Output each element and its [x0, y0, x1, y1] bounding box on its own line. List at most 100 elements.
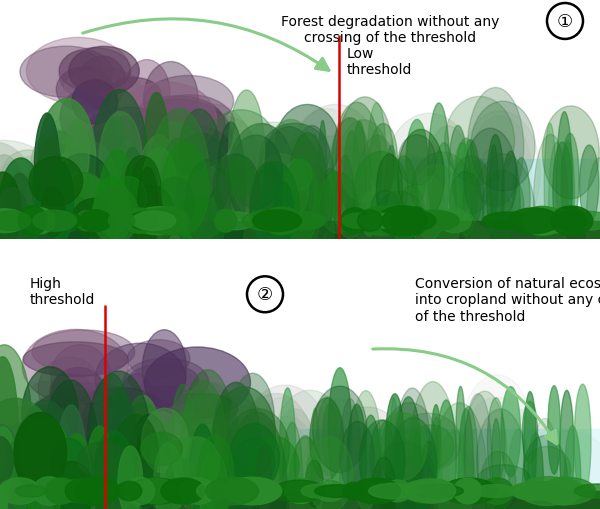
Ellipse shape — [22, 330, 128, 404]
Bar — [450, 159, 455, 239]
Bar — [490, 429, 495, 509]
Ellipse shape — [274, 416, 307, 478]
Ellipse shape — [226, 409, 289, 492]
Ellipse shape — [569, 212, 600, 231]
Ellipse shape — [123, 212, 158, 231]
Text: High
threshold: High threshold — [29, 277, 95, 307]
Ellipse shape — [170, 134, 230, 224]
Ellipse shape — [256, 446, 271, 509]
Ellipse shape — [118, 404, 167, 486]
Bar — [415, 429, 420, 509]
Ellipse shape — [324, 172, 343, 217]
Ellipse shape — [512, 158, 530, 245]
Ellipse shape — [403, 482, 426, 501]
Ellipse shape — [523, 482, 566, 500]
Bar — [500, 429, 505, 509]
Bar — [450, 429, 455, 509]
Ellipse shape — [477, 465, 531, 496]
Bar — [355, 429, 360, 509]
Ellipse shape — [289, 126, 335, 270]
Ellipse shape — [556, 112, 572, 251]
Ellipse shape — [452, 144, 472, 256]
Ellipse shape — [284, 160, 312, 191]
Ellipse shape — [92, 467, 113, 504]
Ellipse shape — [460, 111, 541, 236]
Bar — [350, 159, 355, 239]
Ellipse shape — [492, 419, 500, 491]
Ellipse shape — [427, 152, 450, 262]
Ellipse shape — [519, 477, 576, 505]
Ellipse shape — [63, 396, 100, 509]
Ellipse shape — [137, 168, 158, 249]
Ellipse shape — [253, 155, 308, 225]
Ellipse shape — [275, 177, 344, 249]
Bar — [435, 159, 440, 239]
Ellipse shape — [287, 109, 367, 229]
Ellipse shape — [91, 90, 148, 238]
Ellipse shape — [129, 158, 163, 247]
Ellipse shape — [463, 161, 493, 259]
Ellipse shape — [428, 127, 467, 203]
Ellipse shape — [298, 433, 386, 509]
Ellipse shape — [66, 121, 116, 214]
Ellipse shape — [123, 358, 209, 406]
Ellipse shape — [431, 403, 487, 509]
Bar — [405, 429, 410, 509]
Ellipse shape — [95, 437, 133, 484]
Ellipse shape — [463, 391, 506, 509]
Bar — [515, 159, 520, 239]
Ellipse shape — [0, 427, 14, 472]
Bar — [480, 429, 485, 509]
Ellipse shape — [37, 138, 63, 233]
Ellipse shape — [347, 404, 367, 509]
Ellipse shape — [280, 388, 296, 509]
Ellipse shape — [206, 110, 276, 179]
Ellipse shape — [47, 420, 91, 482]
Bar — [325, 159, 330, 239]
Ellipse shape — [305, 460, 323, 507]
Ellipse shape — [430, 160, 494, 252]
Ellipse shape — [55, 120, 85, 217]
Ellipse shape — [291, 136, 380, 228]
Ellipse shape — [586, 158, 600, 281]
Ellipse shape — [480, 478, 513, 504]
Ellipse shape — [355, 136, 400, 271]
Bar — [0, 221, 600, 239]
Ellipse shape — [175, 155, 216, 247]
Bar — [360, 429, 365, 509]
Ellipse shape — [310, 398, 344, 480]
Ellipse shape — [112, 394, 192, 509]
Bar — [430, 159, 435, 239]
Ellipse shape — [406, 120, 428, 204]
Ellipse shape — [16, 421, 81, 509]
Ellipse shape — [215, 212, 256, 230]
Ellipse shape — [44, 383, 139, 429]
Ellipse shape — [282, 422, 302, 509]
Ellipse shape — [344, 131, 359, 219]
Ellipse shape — [250, 163, 286, 263]
Bar — [385, 429, 390, 509]
Ellipse shape — [197, 435, 234, 509]
Bar — [325, 429, 330, 509]
Ellipse shape — [253, 211, 302, 232]
Ellipse shape — [351, 391, 381, 509]
Ellipse shape — [0, 421, 39, 509]
Ellipse shape — [173, 437, 220, 491]
Ellipse shape — [78, 442, 128, 478]
Ellipse shape — [78, 108, 181, 178]
Ellipse shape — [527, 433, 544, 509]
Ellipse shape — [379, 154, 434, 273]
Bar — [535, 429, 540, 509]
Ellipse shape — [17, 392, 104, 506]
Ellipse shape — [455, 139, 478, 237]
Ellipse shape — [80, 411, 113, 493]
Bar — [350, 429, 355, 509]
Ellipse shape — [313, 400, 366, 489]
Ellipse shape — [30, 130, 86, 210]
Ellipse shape — [145, 93, 169, 196]
Ellipse shape — [41, 187, 65, 237]
Ellipse shape — [116, 184, 171, 257]
Ellipse shape — [80, 210, 112, 232]
Ellipse shape — [301, 484, 342, 498]
Ellipse shape — [136, 120, 204, 163]
